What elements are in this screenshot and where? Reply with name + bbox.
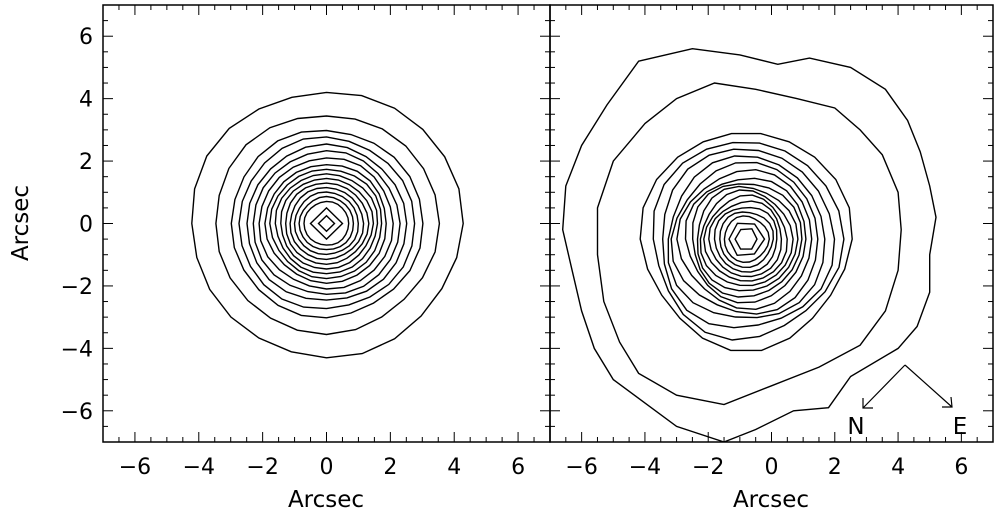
- right-panel-contours: [561, 47, 937, 442]
- compass: N E: [847, 364, 968, 440]
- left-contour-line: [264, 163, 387, 285]
- compass-north-arrow-line: [862, 364, 906, 409]
- left-contour-panel: −6 −4 −2 0 2 4 6 −6 −4 −2 0 2 4 6 Arcsec Arcsec: [8, 4, 551, 512]
- right-x-tick-label: −6: [565, 455, 597, 480]
- left-y-tick-label: 6: [79, 25, 93, 50]
- right-contour-line: [734, 228, 758, 250]
- right-x-tick-label: −4: [629, 455, 661, 480]
- compass-east-arrow-head: [942, 396, 953, 408]
- right-contour-line: [708, 200, 783, 278]
- left-contour-line: [289, 186, 365, 261]
- left-contour-line: [252, 149, 401, 296]
- left-x-tick-label: 6: [511, 455, 525, 480]
- right-contour-line: [667, 155, 826, 319]
- left-contour-line: [269, 168, 383, 280]
- left-contour-line: [303, 200, 350, 246]
- right-panel-ticks: [549, 4, 994, 443]
- left-panel-contours: [191, 91, 464, 359]
- left-contour-line: [230, 129, 424, 319]
- compass-east-label: E: [953, 414, 968, 440]
- right-contour-line-outer-1: [561, 47, 937, 442]
- left-contour-line: [293, 191, 360, 256]
- left-contour-line: [298, 195, 355, 251]
- left-y-tick-label: −2: [61, 275, 93, 300]
- right-x-tick-label: 0: [765, 455, 779, 480]
- left-contour-line: [309, 206, 344, 241]
- left-y-axis-label: Arcsec: [8, 185, 34, 261]
- left-contour-line: [317, 214, 336, 233]
- right-contour-line: [713, 206, 778, 273]
- right-contour-line: [728, 222, 766, 257]
- right-contour-line: [703, 194, 788, 282]
- left-x-tick-label: −2: [246, 455, 278, 480]
- right-contour-line: [661, 148, 836, 329]
- left-y-tick-label: 4: [79, 88, 93, 113]
- left-contour-line: [274, 173, 379, 275]
- left-x-tick-label: 2: [383, 455, 397, 480]
- left-contour-line: [238, 136, 416, 310]
- left-contour-line: [215, 115, 441, 336]
- right-contour-line: [684, 177, 807, 304]
- right-contour-panel: −6 −4 −2 0 2 4 6 Arcsec N E: [549, 4, 994, 512]
- left-panel-tick-labels: −6 −4 −2 0 2 4 6 −6 −4 −2 0 2 4 6: [61, 25, 526, 480]
- left-x-tick-label: −6: [119, 455, 151, 480]
- left-contour-line: [191, 91, 464, 359]
- right-x-tick-label: −2: [692, 455, 724, 480]
- left-x-tick-label: 4: [447, 455, 461, 480]
- left-x-axis-label: Arcsec: [288, 487, 364, 512]
- compass-east-arrow-line: [904, 364, 953, 408]
- right-x-axis-label: Arcsec: [733, 487, 809, 512]
- left-y-tick-label: 2: [79, 150, 93, 175]
- compass-north-label: N: [847, 414, 864, 440]
- right-x-tick-label: 2: [828, 455, 842, 480]
- compass-north-arrow-head: [862, 398, 873, 409]
- right-contour-line: [719, 211, 775, 269]
- left-contour-line: [258, 157, 394, 290]
- left-contour-line: [280, 177, 375, 270]
- right-contour-line: [670, 161, 819, 315]
- left-x-tick-label: −4: [183, 455, 215, 480]
- right-contour-line: [723, 215, 771, 264]
- right-panel-tick-labels: −6 −4 −2 0 2 4 6: [565, 455, 968, 480]
- left-y-tick-label: 0: [79, 213, 93, 238]
- left-contour-line: [246, 143, 408, 301]
- right-contour-line-outer-2: [596, 82, 902, 406]
- right-contour-line: [696, 185, 799, 292]
- right-panel-frame: [549, 4, 994, 443]
- left-y-tick-label: −6: [61, 400, 93, 425]
- right-x-tick-label: 4: [891, 455, 905, 480]
- left-x-tick-label: 0: [320, 455, 334, 480]
- right-contour-line: [699, 189, 794, 287]
- right-contour-line: [691, 183, 803, 298]
- left-contour-line: [284, 182, 370, 266]
- right-x-tick-label: 6: [954, 455, 968, 480]
- left-panel-ticks: [102, 4, 551, 443]
- right-contour-line: [676, 168, 813, 311]
- right-contour-line: [652, 141, 845, 341]
- right-contour-line: [639, 132, 853, 352]
- left-panel-frame: [102, 4, 551, 443]
- left-y-tick-label: −4: [61, 337, 93, 362]
